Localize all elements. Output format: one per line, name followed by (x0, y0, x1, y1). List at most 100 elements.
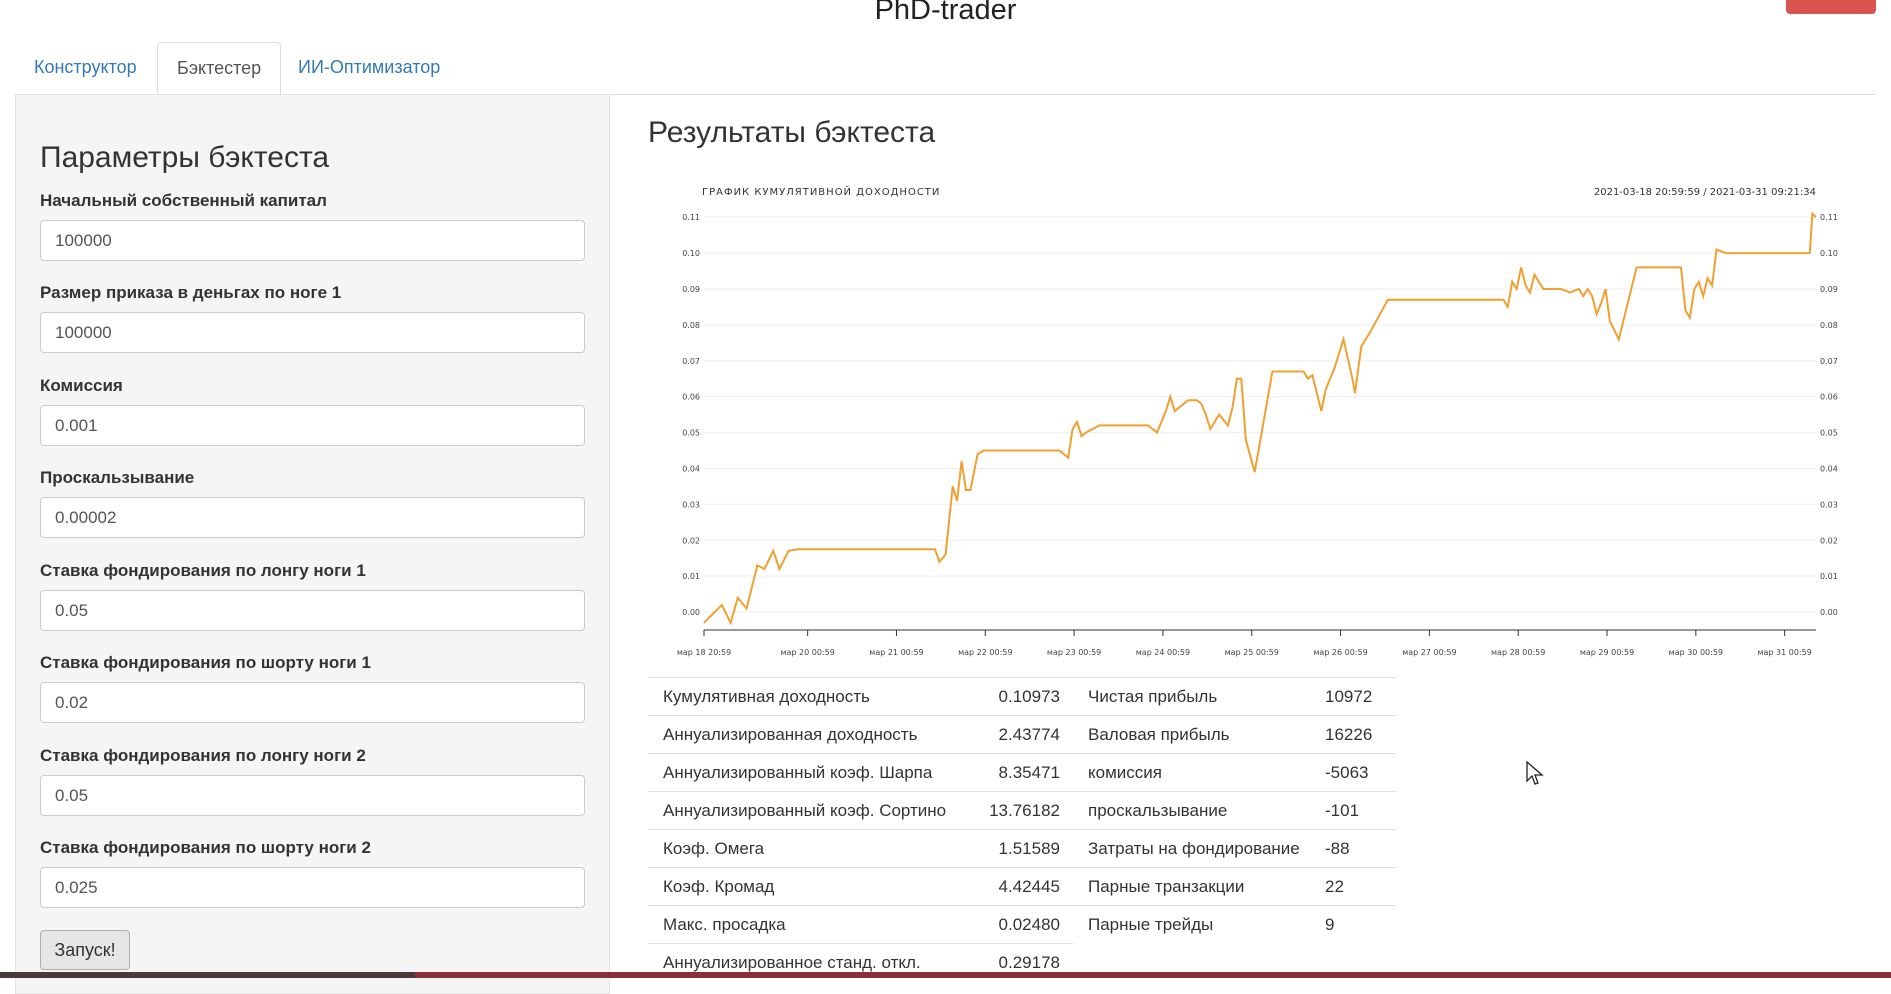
x-tick-label: мар 25 00:59 (1225, 648, 1279, 657)
slippage-label: Проскальзывание (40, 468, 195, 487)
metrics-table: Кумулятивная доходность 0.10973 Чистая при… (648, 677, 1396, 982)
y-tick-label: 0.04 (682, 464, 700, 473)
cumulative-return-chart: ГРАФИК КУМУЛЯТИВНОЙ ДОХОДНОСТИ 2021-03-1… (677, 185, 1838, 657)
logout-button[interactable] (1786, 0, 1876, 14)
run-button[interactable]: Запуск! (40, 930, 130, 970)
metrics-row: Макс. просадка 0.02480 Парные трейды 9 (648, 905, 1396, 944)
tab-ai-optimizer[interactable]: ИИ-Оптимизатор (298, 57, 441, 77)
funding-long-leg2-input[interactable] (40, 775, 585, 816)
metric-label: Аннуализированный коэф. Шарпа (648, 753, 963, 792)
metric-value: 0.02480 (963, 905, 1073, 944)
app-title: PhD-trader (874, 0, 1017, 26)
metric-label: Чистая прибыль (1073, 677, 1321, 716)
y-tick-label: 0.01 (682, 572, 700, 581)
y-tick-label: 0.05 (1820, 429, 1838, 438)
y-tick-label: 0.02 (1820, 536, 1838, 545)
y-tick-label: 0.10 (682, 249, 700, 258)
x-tick-label: мар 21 00:59 (869, 648, 923, 657)
y-tick-label: 0.11 (1820, 213, 1838, 222)
y-tick-label: 0.05 (682, 429, 700, 438)
tab-backtester[interactable]: Бэктестер (157, 42, 282, 95)
order-size-input[interactable] (40, 312, 585, 353)
y-tick-label: 0.08 (1820, 321, 1838, 330)
funding-long-leg1-label: Ставка фондирования по лонгу ноги 1 (40, 561, 366, 580)
y-tick-label: 0.01 (1820, 572, 1838, 581)
x-tick-label: мар 26 00:59 (1313, 648, 1367, 657)
y-tick-label: 0.10 (1820, 249, 1838, 258)
metric-label: Парные трейды (1073, 905, 1321, 944)
funding-long-leg2-label: Ставка фондирования по лонгу ноги 2 (40, 746, 366, 765)
y-tick-label: 0.07 (682, 357, 700, 366)
metric-value: 8.35471 (963, 753, 1073, 792)
params-title: Параметры бэктеста (40, 141, 330, 174)
y-tick-label: 0.03 (682, 500, 700, 509)
y-tick-label: 0.02 (682, 536, 700, 545)
x-tick-label: мар 18 20:59 (677, 648, 731, 657)
x-tick-label: мар 29 00:59 (1580, 648, 1634, 657)
metric-label: Макс. просадка (648, 905, 963, 944)
metric-value: 1.51589 (963, 829, 1073, 868)
y-tick-label: 0.09 (682, 285, 700, 294)
x-tick-label: мар 22 00:59 (958, 648, 1012, 657)
metric-value: -5063 (1321, 753, 1396, 792)
metric-value: -88 (1321, 829, 1396, 868)
x-tick-label: мар 31 00:59 (1757, 648, 1811, 657)
mouse-cursor-icon (1526, 761, 1544, 785)
x-tick-label: мар 30 00:59 (1669, 648, 1723, 657)
funding-short-leg1-input[interactable] (40, 682, 585, 723)
metrics-row: Коэф. Кромад 4.42445 Парные транзакции 22 (648, 867, 1396, 906)
commission-input[interactable] (40, 405, 585, 446)
y-tick-label: 0.00 (1820, 608, 1838, 617)
metrics-row: Коэф. Омега 1.51589 Затраты на фондировани… (648, 829, 1396, 868)
metric-value: 2.43774 (963, 715, 1073, 754)
metric-label: Аннуализированный коэф. Сортино (648, 791, 963, 830)
slippage-input[interactable] (40, 497, 585, 538)
cumulative-return-line (703, 211, 1817, 626)
initial-capital-input[interactable] (40, 220, 585, 261)
order-size-label: Размер приказа в деньгах по ноге 1 (40, 283, 342, 302)
metric-label: проскальзывание (1073, 791, 1321, 830)
metric-label: Аннуализированная доходность (648, 715, 963, 754)
y-tick-label: 0.08 (682, 321, 700, 330)
metrics-row: Аннуализированный коэф. Сортино 13.76182 п… (648, 791, 1396, 830)
x-tick-label: мар 24 00:59 (1136, 648, 1190, 657)
main-tabs: Конструктор Бэктестер ИИ-Оптимизатор (15, 42, 1876, 95)
metric-value: 0.10973 (963, 677, 1073, 716)
funding-long-leg1-input[interactable] (40, 590, 585, 631)
scrollbar-thumb[interactable] (415, 972, 1891, 978)
y-tick-label: 0.09 (1820, 285, 1838, 294)
y-tick-label: 0.06 (682, 393, 700, 402)
metric-value: -101 (1321, 791, 1396, 830)
metric-value: 9 (1321, 905, 1396, 944)
horizontal-scrollbar[interactable] (0, 972, 1891, 978)
y-tick-label: 0.03 (1820, 500, 1838, 509)
metric-value: 10972 (1321, 677, 1396, 716)
x-tick-label: мар 27 00:59 (1402, 648, 1456, 657)
metric-label: Парные транзакции (1073, 867, 1321, 906)
metric-value: 13.76182 (963, 791, 1073, 830)
metrics-row: Аннуализированная доходность 2.43774 Валов… (648, 715, 1396, 754)
metric-label: Кумулятивная доходность (648, 677, 963, 716)
metric-label: Валовая прибыль (1073, 715, 1321, 754)
x-tick-label: мар 23 00:59 (1047, 648, 1101, 657)
metric-label: комиссия (1073, 753, 1321, 792)
metrics-row: Аннуализированный коэф. Шарпа 8.35471 коми… (648, 753, 1396, 792)
params-panel: Параметры бэктеста Начальный собственный… (15, 94, 610, 994)
chart-title: ГРАФИК КУМУЛЯТИВНОЙ ДОХОДНОСТИ (702, 185, 940, 198)
y-tick-label: 0.04 (1820, 464, 1838, 473)
y-tick-label: 0.00 (682, 608, 700, 617)
funding-short-leg2-input[interactable] (40, 867, 585, 908)
metrics-row: Кумулятивная доходность 0.10973 Чистая при… (648, 677, 1396, 716)
tab-constructor[interactable]: Конструктор (34, 57, 137, 77)
metric-value: 22 (1321, 867, 1396, 906)
initial-capital-label: Начальный собственный капитал (40, 191, 327, 210)
results-title: Результаты бэктеста (648, 116, 936, 149)
chart-range-label: 2021-03-18 20:59:59 / 2021-03-31 09:21:3… (1594, 187, 1816, 198)
metric-label: Затраты на фондирование (1073, 829, 1321, 868)
x-tick-label: мар 28 00:59 (1491, 648, 1545, 657)
y-tick-label: 0.11 (682, 213, 700, 222)
metric-label: Коэф. Кромад (648, 867, 963, 906)
x-tick-label: мар 20 00:59 (780, 648, 834, 657)
funding-short-leg2-label: Ставка фондирования по шорту ноги 2 (40, 838, 371, 857)
commission-label: Комиссия (40, 376, 123, 395)
